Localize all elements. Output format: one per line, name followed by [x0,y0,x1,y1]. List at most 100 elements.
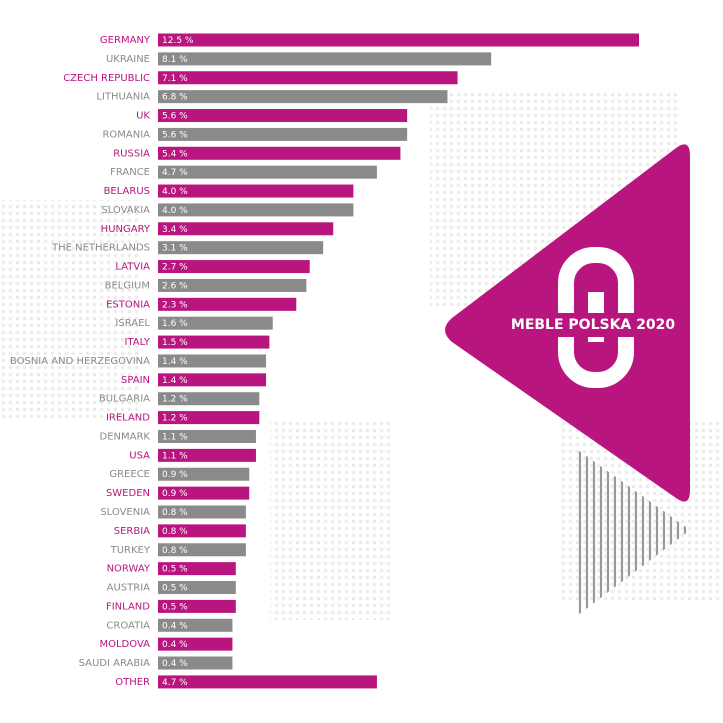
value-label: 4.7 % [162,678,188,688]
bar [158,354,267,368]
bar [158,52,492,66]
bar [158,241,324,255]
value-label: 4.0 % [162,206,188,216]
value-label: 4.7 % [162,168,188,178]
value-label: 0.9 % [162,470,188,480]
category-label: BOSNIA AND HERZEGOVINA [10,356,150,367]
category-label: UKRAINE [106,54,150,65]
value-label: 5.6 % [162,130,188,140]
category-label: BELARUS [104,186,150,197]
value-label: 1.6 % [162,319,188,329]
bar [158,278,307,292]
category-label: LATVIA [115,262,150,273]
value-label: 2.6 % [162,281,188,291]
bar [158,429,256,443]
value-label: 1.2 % [162,395,188,405]
value-label: 0.4 % [162,659,188,669]
category-label: USA [129,450,150,461]
bar [158,599,236,613]
bar [158,392,260,406]
value-label: 3.1 % [162,244,188,254]
category-label: OTHER [115,677,150,688]
value-label: 12.5 % [162,36,194,46]
value-label: 2.7 % [162,263,188,273]
bar [158,297,297,311]
category-label: LITHUANIA [96,92,150,103]
bar [158,316,273,330]
category-label: GREECE [109,469,150,480]
bars: GERMANY 12.5 % UKRAINE 8.1 % CZECH REPUBLIC 7… [10,33,639,689]
value-label: 0.5 % [162,584,188,594]
category-label: ROMANIA [102,129,150,140]
bar [158,33,639,47]
value-label: 1.2 % [162,414,188,424]
category-label: FRANCE [110,167,150,178]
value-label: 0.8 % [162,527,188,537]
bar [158,486,250,500]
value-label: 0.4 % [162,640,188,650]
value-label: 1.1 % [162,451,188,461]
value-label: 8.1 % [162,55,188,65]
bar [158,448,256,462]
category-label: ESTONIA [106,299,150,310]
category-label: RUSSIA [113,148,150,159]
value-label: 0.5 % [162,602,188,612]
value-label: 3.4 % [162,225,188,235]
bar [158,411,260,425]
category-label: FINLAND [106,601,150,612]
category-label: HUNGARY [101,224,151,235]
bar [158,109,408,123]
category-label: THE NETHERLANDS [51,243,150,254]
category-label: SPAIN [121,375,150,386]
category-label: NORWAY [107,564,151,575]
value-label: 1.4 % [162,357,188,367]
bar [158,203,354,217]
bar [158,260,310,274]
category-label: SWEDEN [106,488,150,499]
value-label: 6.8 % [162,93,188,103]
category-label: BELGIUM [105,280,150,291]
category-label: TURKEY [110,545,151,556]
bar [158,581,236,595]
category-label: CZECH REPUBLIC [63,73,150,84]
category-label: MOLDOVA [99,639,150,650]
bar [158,675,377,689]
category-label: ITALY [125,337,151,348]
bar [158,467,250,481]
bar [158,656,233,670]
value-label: 0.9 % [162,489,188,499]
bar [158,71,458,85]
bar [158,184,354,198]
value-label: 0.8 % [162,508,188,518]
category-label: AUSTRIA [107,583,151,594]
bar [158,373,267,387]
value-label: 0.4 % [162,621,188,631]
bar [158,222,334,236]
category-label: BULGARIA [99,394,150,405]
category-label: UK [136,111,150,122]
value-label: 0.8 % [162,546,188,556]
bar [158,146,401,160]
bar [158,637,233,651]
bar [158,335,270,349]
category-label: DENMARK [100,431,151,442]
value-label: 0.5 % [162,565,188,575]
value-label: 1.5 % [162,338,188,348]
category-label: GERMANY [100,35,151,46]
value-label: 7.1 % [162,74,188,84]
bar [158,562,236,576]
value-label: 2.3 % [162,300,188,310]
value-label: 1.4 % [162,376,188,386]
value-label: 5.6 % [162,112,188,122]
category-label: CROATIA [106,620,150,631]
logo-text: MEBLE POLSKA 2020 [511,317,675,333]
category-label: SLOVENIA [100,507,150,518]
category-label: IRELAND [106,413,150,424]
value-label: 4.0 % [162,187,188,197]
category-label: SLOVAKIA [101,205,150,216]
bar [158,127,408,141]
category-label: ISRAEL [115,318,150,329]
category-label: SERBIA [114,526,150,537]
value-label: 5.4 % [162,149,188,159]
